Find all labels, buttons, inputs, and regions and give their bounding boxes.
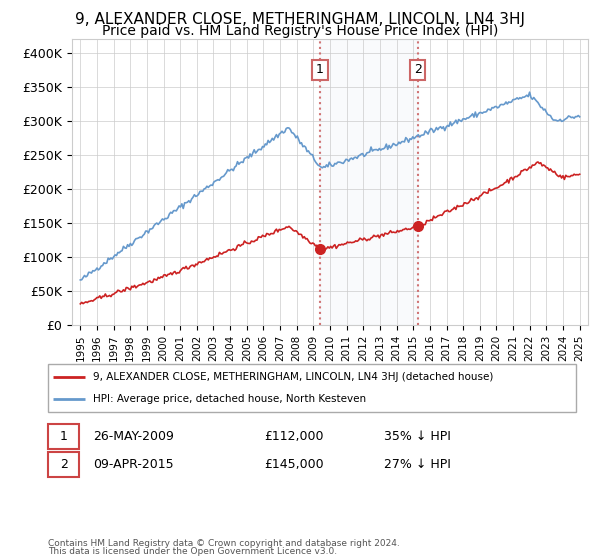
Text: Price paid vs. HM Land Registry's House Price Index (HPI): Price paid vs. HM Land Registry's House …: [102, 24, 498, 38]
Text: 35% ↓ HPI: 35% ↓ HPI: [384, 430, 451, 444]
Text: Contains HM Land Registry data © Crown copyright and database right 2024.: Contains HM Land Registry data © Crown c…: [48, 539, 400, 548]
Bar: [320, 39, 418, 325]
Text: This data is licensed under the Open Government Licence v3.0.: This data is licensed under the Open Gov…: [48, 547, 337, 556]
Text: 26-MAY-2009: 26-MAY-2009: [93, 430, 174, 444]
Text: 09-APR-2015: 09-APR-2015: [93, 458, 173, 472]
Text: 1: 1: [59, 430, 68, 444]
Text: 9, ALEXANDER CLOSE, METHERINGHAM, LINCOLN, LN4 3HJ (detached house): 9, ALEXANDER CLOSE, METHERINGHAM, LINCOL…: [93, 372, 493, 382]
Text: 9, ALEXANDER CLOSE, METHERINGHAM, LINCOLN, LN4 3HJ: 9, ALEXANDER CLOSE, METHERINGHAM, LINCOL…: [75, 12, 525, 27]
Text: 27% ↓ HPI: 27% ↓ HPI: [384, 458, 451, 472]
Text: 1: 1: [316, 63, 324, 76]
Text: £112,000: £112,000: [264, 430, 323, 444]
Text: 2: 2: [59, 458, 68, 472]
Text: £145,000: £145,000: [264, 458, 323, 472]
Text: 2: 2: [414, 63, 422, 76]
Text: HPI: Average price, detached house, North Kesteven: HPI: Average price, detached house, Nort…: [93, 394, 366, 404]
